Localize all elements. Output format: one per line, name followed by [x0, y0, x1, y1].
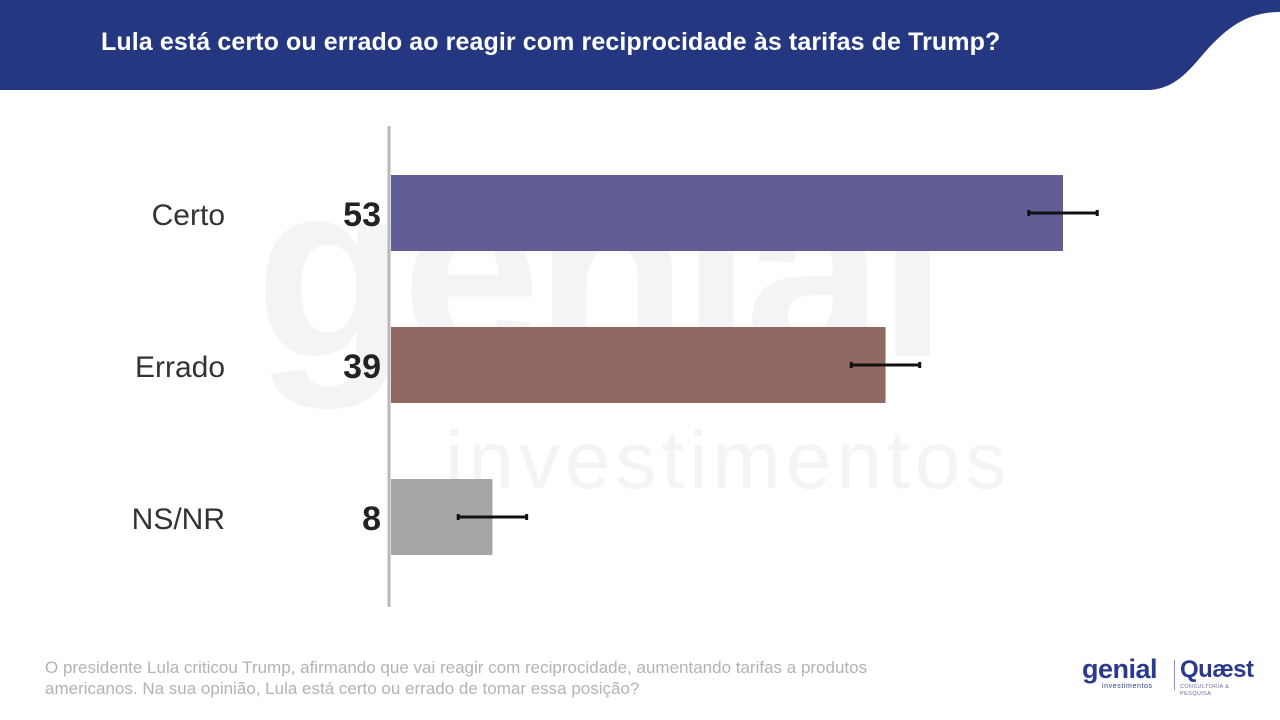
quaest-logo-main: Quæst: [1180, 656, 1254, 683]
genial-logo-main: genial: [1082, 654, 1158, 684]
value-label-1: 39: [343, 348, 381, 386]
value-label-2: 8: [362, 500, 381, 538]
survey-question-footnote: O presidente Lula criticou Trump, afirma…: [45, 658, 868, 698]
logos: genial investimentos Quæst CONSULTORIA &…: [1082, 656, 1262, 698]
category-label-0: Certo: [152, 199, 225, 232]
bar-1: [391, 327, 886, 403]
quaest-logo: Quæst CONSULTORIA & PESQUISA: [1180, 656, 1262, 698]
logo-divider: [1174, 660, 1175, 690]
quaest-logo-sub: CONSULTORIA & PESQUISA: [1180, 684, 1230, 697]
genial-logo: genial investimentos: [1082, 656, 1172, 691]
header-banner: Lula está certo ou errado ao reagir com …: [0, 0, 1280, 90]
bar-chart: Certo 53 Errado 39 NS/NR 8: [132, 126, 1099, 607]
value-label-0: 53: [343, 196, 381, 234]
genial-logo-sub: investimentos: [1102, 683, 1153, 690]
page-title: Lula está certo ou errado ao reagir com …: [101, 28, 1001, 56]
category-label-2: NS/NR: [132, 503, 225, 536]
header-background: [0, 0, 1280, 90]
bar-0: [391, 175, 1063, 251]
category-label-1: Errado: [135, 351, 225, 384]
